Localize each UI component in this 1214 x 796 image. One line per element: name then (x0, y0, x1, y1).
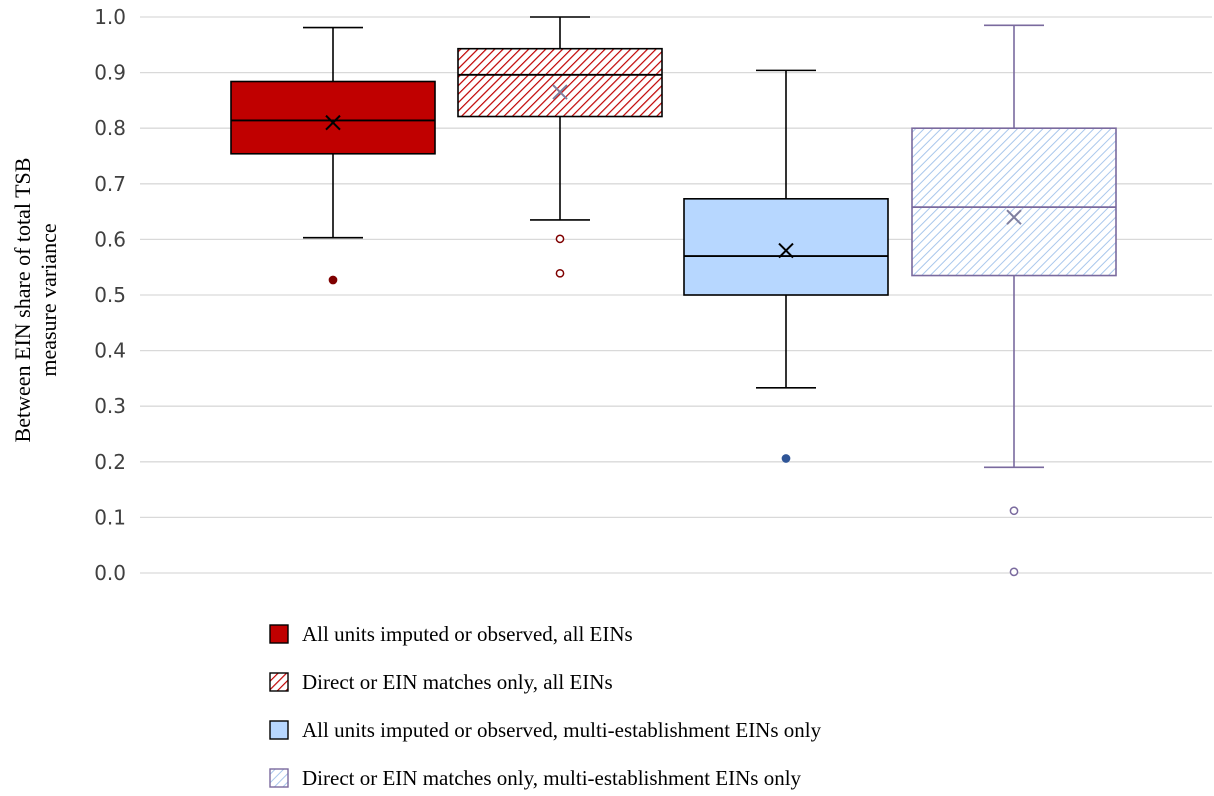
outlier-point (781, 454, 791, 463)
iqr-box (457, 47, 663, 118)
outlier-point (1009, 506, 1019, 516)
legend-item-3: All units imputed or observed, multi-est… (269, 718, 822, 742)
outlier-point (328, 275, 338, 285)
y-tick-label: 0.9 (94, 61, 126, 85)
mean-marker (1006, 209, 1022, 225)
y-axis-label-line: measure variance (36, 223, 61, 376)
y-tick-label: 0.1 (94, 505, 126, 529)
y-tick-label: 0.7 (94, 172, 126, 196)
box-series-1 (230, 26, 436, 285)
legend-swatch (269, 624, 289, 644)
iqr-box (911, 127, 1117, 277)
y-tick-label: 0.8 (94, 116, 126, 140)
legend-item-4: Direct or EIN matches only, multi-establ… (269, 766, 802, 790)
legend-item-1: All units imputed or observed, all EINs (269, 622, 633, 646)
mean-marker (778, 242, 794, 259)
y-tick-label: 0.3 (94, 394, 126, 418)
legend: All units imputed or observed, all EINs D… (269, 622, 822, 790)
y-tick-label: 0.0 (94, 561, 126, 585)
outlier-point (555, 268, 565, 278)
legend-swatch (269, 672, 289, 692)
boxes (230, 16, 1117, 577)
outlier-point (1009, 567, 1019, 577)
box-series-3 (683, 69, 889, 463)
y-tick-label: 1.0 (94, 5, 126, 29)
y-axis-ticks: 0.0 0.1 0.2 0.3 0.4 0.5 0.6 0.7 0.8 0.9 1.0 (94, 5, 126, 585)
y-tick-label: 0.5 (94, 283, 126, 307)
legend-swatch (269, 720, 289, 740)
iqr-box (683, 198, 889, 296)
y-tick-label: 0.2 (94, 450, 126, 474)
gridlines (140, 16, 1212, 574)
iqr-box (230, 80, 436, 155)
legend-label: All units imputed or observed, multi-est… (302, 718, 822, 742)
y-axis-label-line: Between EIN share of total TSB (10, 158, 35, 443)
box-series-4 (911, 24, 1117, 577)
legend-swatch (269, 768, 289, 788)
mean-marker (552, 84, 568, 100)
legend-item-2: Direct or EIN matches only, all EINs (269, 670, 613, 694)
y-tick-label: 0.4 (94, 339, 126, 363)
legend-label: Direct or EIN matches only, multi-establ… (302, 766, 802, 790)
outlier-point (555, 234, 565, 244)
y-axis-label-group: Between EIN share of total TSB measure va… (10, 158, 61, 443)
y-tick-label: 0.6 (94, 227, 126, 251)
mean-marker (325, 114, 341, 131)
box-series-2 (457, 16, 663, 278)
legend-label: All units imputed or observed, all EINs (302, 622, 633, 646)
legend-label: Direct or EIN matches only, all EINs (302, 670, 613, 694)
